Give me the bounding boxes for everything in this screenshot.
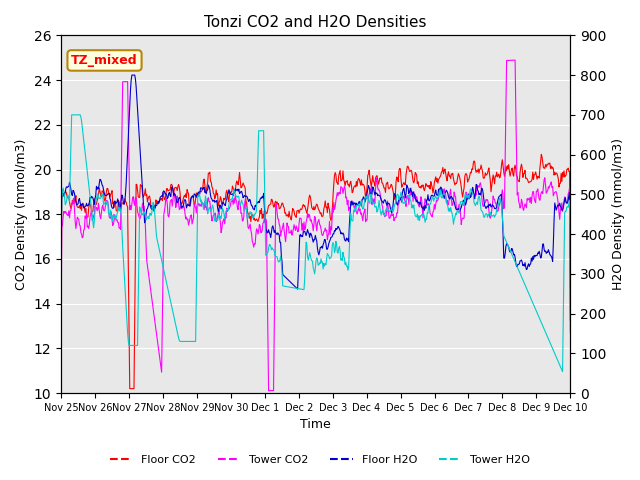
Legend: Floor CO2, Tower CO2, Floor H2O, Tower H2O: Floor CO2, Tower CO2, Floor H2O, Tower H… xyxy=(105,451,535,469)
Text: TZ_mixed: TZ_mixed xyxy=(71,54,138,67)
X-axis label: Time: Time xyxy=(300,419,331,432)
Y-axis label: H2O Density (mmol/m3): H2O Density (mmol/m3) xyxy=(612,138,625,290)
Title: Tonzi CO2 and H2O Densities: Tonzi CO2 and H2O Densities xyxy=(204,15,427,30)
Y-axis label: CO2 Density (mmol/m3): CO2 Density (mmol/m3) xyxy=(15,139,28,290)
